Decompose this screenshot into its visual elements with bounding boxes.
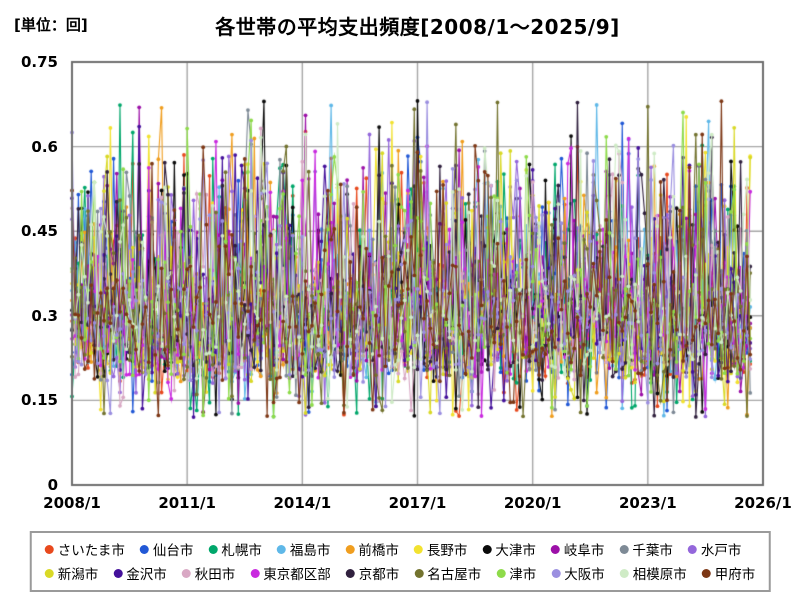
legend-item: 相模原市	[619, 563, 687, 583]
legend-series-label: 前橋市	[358, 543, 399, 559]
legend-item: さいたま市	[44, 539, 125, 559]
x-tick-label: 2020/1	[503, 494, 562, 512]
legend-series-marker-icon	[482, 544, 492, 554]
legend-item: 千葉市	[619, 539, 673, 559]
legend-series-label: さいたま市	[57, 543, 125, 559]
legend-series-marker-icon	[687, 544, 697, 554]
legend-item: 大津市	[482, 539, 536, 559]
legend-series-marker-icon	[619, 568, 629, 578]
legend-item: 名古屋市	[414, 563, 481, 583]
legend-item: 大阪市	[551, 563, 605, 583]
legend-series-label: 長野市	[426, 543, 468, 559]
x-tick-label: 2011/1	[158, 494, 216, 512]
legend-series-label: 札幌市	[221, 543, 262, 559]
legend-item: 東京都区部	[250, 563, 331, 583]
legend-series-marker-icon	[414, 568, 424, 578]
legend-item: 岐阜市	[550, 539, 605, 559]
legend-series-marker-icon	[345, 544, 355, 554]
legend-item: 甲府市	[701, 563, 756, 583]
chart-legend: さいたま市 仙台市 札幌市 福島市 前橋市 長野市 大津市 岐阜市 千葉市 水戸市 新潟市 金沢市 秋…	[29, 531, 771, 592]
legend-series-marker-icon	[250, 568, 260, 578]
x-tick-label: 2017/1	[388, 494, 447, 512]
legend-series-label: 仙台市	[152, 543, 194, 559]
legend-series-marker-icon	[44, 568, 54, 578]
legend-series-marker-icon	[276, 544, 286, 554]
legend-item: 仙台市	[139, 539, 194, 559]
legend-series-marker-icon	[496, 568, 506, 578]
legend-series-label: 福島市	[289, 543, 331, 559]
legend-series-label: 秋田市	[194, 567, 236, 583]
legend-item: 秋田市	[181, 563, 236, 583]
y-tick-label: 0.6	[31, 137, 58, 156]
legend-series-label: 岐阜市	[563, 543, 605, 559]
legend-series-label: 金沢市	[126, 567, 167, 583]
legend-series-marker-icon	[139, 544, 149, 554]
legend-item: 札幌市	[208, 539, 262, 559]
legend-item: 長野市	[413, 539, 468, 559]
x-tick-label: 2014/1	[273, 494, 332, 512]
legend-series-label: 京都市	[358, 567, 400, 583]
unit-label: [単位：回]	[14, 16, 88, 34]
legend-series-label: 大津市	[495, 543, 536, 559]
legend-item: 水戸市	[687, 539, 742, 559]
legend-series-label: 水戸市	[700, 543, 742, 559]
legend-series-marker-icon	[550, 544, 560, 554]
legend-series-label: 大阪市	[564, 567, 605, 583]
legend-series-label: 津市	[509, 567, 537, 583]
x-tick-label: 2008/1	[43, 494, 101, 512]
legend-series-label: 名古屋市	[427, 567, 482, 583]
legend-series-marker-icon	[113, 568, 123, 578]
legend-series-label: 東京都区部	[263, 567, 331, 583]
chart-title: 各世帯の平均支出頻度[2008/1～2025/9]	[215, 15, 620, 39]
legend-item: 新潟市	[44, 563, 99, 583]
legend-item: 京都市	[345, 563, 400, 583]
y-tick-label: 0.15	[20, 391, 58, 410]
y-tick-label: 0.75	[20, 53, 58, 71]
legend-series-marker-icon	[701, 568, 711, 578]
legend-item: 金沢市	[113, 563, 167, 583]
legend-series-label: 甲府市	[714, 567, 756, 583]
legend-series-marker-icon	[208, 544, 218, 554]
legend-series-marker-icon	[619, 544, 629, 554]
legend-series-marker-icon	[551, 568, 561, 578]
legend-series-marker-icon	[413, 544, 423, 554]
legend-item: 福島市	[276, 539, 331, 559]
legend-series-label: 相模原市	[632, 567, 687, 583]
legend-series-label: 新潟市	[57, 567, 99, 583]
legend-row-2: 新潟市 金沢市 秋田市 東京都区部 京都市 名古屋市 津市 大阪市 相模原市 甲府市	[44, 563, 756, 583]
legend-series-marker-icon	[345, 568, 355, 578]
legend-series-label: 千葉市	[632, 543, 673, 559]
legend-series-marker-icon	[44, 544, 54, 554]
legend-series-marker-icon	[181, 568, 191, 578]
y-tick-label: 0.3	[31, 306, 58, 325]
legend-item: 津市	[496, 563, 536, 583]
legend-row-1: さいたま市 仙台市 札幌市 福島市 前橋市 長野市 大津市 岐阜市 千葉市 水戸市	[44, 539, 756, 559]
x-tick-label: 2023/1	[618, 494, 677, 512]
legend-item: 前橋市	[345, 539, 399, 559]
y-tick-label: 0	[47, 476, 58, 494]
x-tick-label: 2026/1	[734, 494, 792, 512]
y-tick-label: 0.45	[20, 222, 58, 241]
